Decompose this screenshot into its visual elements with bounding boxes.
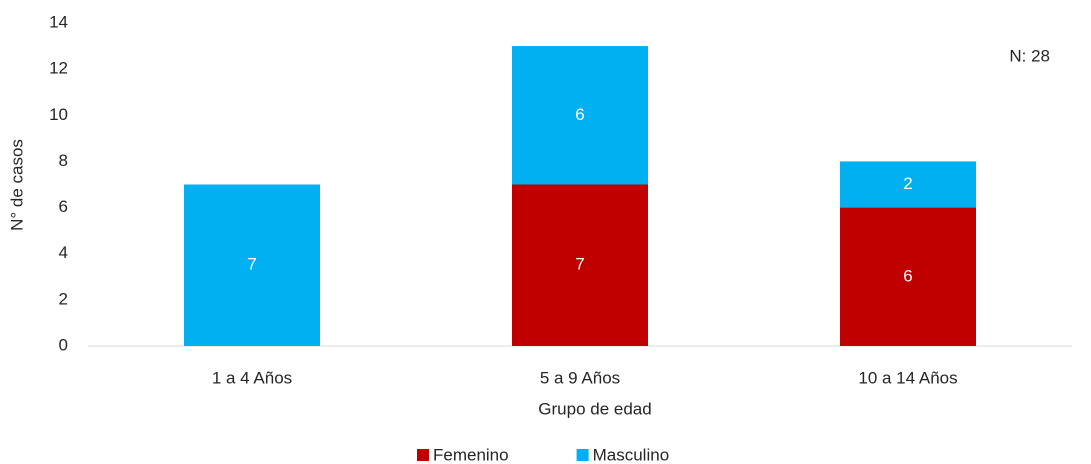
legend-swatch <box>576 449 589 461</box>
legend-label: Masculino <box>593 445 670 464</box>
y-axis-title: N° de casos <box>7 139 26 231</box>
legend-label: Femenino <box>433 445 509 464</box>
bar-segment <box>840 161 976 208</box>
bar-segment <box>512 184 648 346</box>
x-axis-title: Grupo de edad <box>538 399 651 418</box>
annotation: N: 28 <box>1009 46 1050 65</box>
y-tick-label: 14 <box>49 12 68 31</box>
y-tick-label: 0 <box>59 335 68 354</box>
data-label: 7 <box>247 255 256 274</box>
data-label: 7 <box>575 255 584 274</box>
legend-swatch <box>417 449 429 461</box>
data-label: 6 <box>903 266 912 285</box>
y-tick-label: 4 <box>59 243 68 262</box>
x-tick-label: 10 a 14 Años <box>858 368 957 387</box>
x-tick-label: 1 a 4 Años <box>212 368 292 387</box>
y-tick-label: 8 <box>59 151 68 170</box>
bar-segment <box>840 207 976 346</box>
data-label: 6 <box>575 105 584 124</box>
bar-segment <box>512 46 648 185</box>
y-tick-label: 12 <box>49 59 68 78</box>
y-tick-label: 10 <box>49 105 68 124</box>
y-tick-label: 6 <box>59 197 68 216</box>
data-label: 2 <box>903 174 912 193</box>
x-tick-label: 5 a 9 Años <box>540 368 620 387</box>
bar-segment <box>184 184 320 346</box>
y-tick-label: 2 <box>59 289 68 308</box>
